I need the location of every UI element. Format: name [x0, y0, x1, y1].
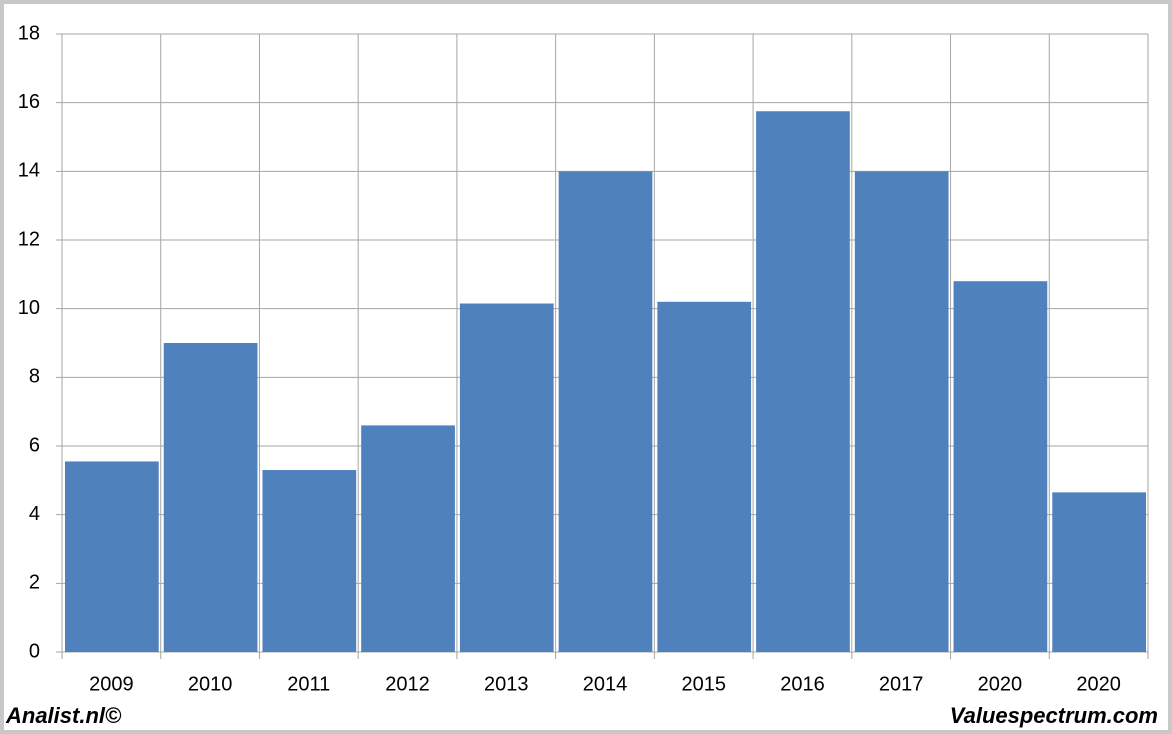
x-tick-label: 2020	[978, 673, 1023, 695]
bar	[953, 281, 1048, 652]
x-tick-label: 2014	[583, 673, 628, 695]
bar	[756, 111, 850, 652]
y-tick-label: 4	[29, 503, 40, 525]
y-tick-label: 0	[29, 640, 40, 662]
y-tick-label: 18	[18, 22, 40, 44]
y-tick-label: 2	[29, 572, 40, 594]
bar	[558, 171, 653, 653]
y-tick-label: 6	[29, 434, 40, 456]
bar	[361, 425, 455, 652]
bar	[1052, 492, 1146, 652]
bar	[854, 171, 949, 653]
footer-left: Analist.nl©	[5, 703, 122, 728]
x-tick-label: 2016	[780, 673, 825, 695]
bar	[657, 301, 752, 652]
y-tick-label: 14	[18, 160, 40, 182]
y-tick-label: 12	[18, 228, 40, 250]
bar	[65, 461, 159, 652]
bar	[163, 343, 258, 652]
x-tick-label: 2012	[385, 673, 430, 695]
x-tick-label: 2009	[89, 673, 134, 695]
bar	[262, 470, 357, 652]
footer-right: Valuespectrum.com	[950, 703, 1158, 728]
y-tick-label: 10	[18, 297, 40, 319]
x-tick-label: 2020	[1076, 673, 1121, 695]
x-tick-label: 2015	[681, 673, 726, 695]
bar	[459, 303, 554, 652]
x-tick-label: 2013	[484, 673, 529, 695]
x-tick-label: 2017	[879, 673, 924, 695]
y-tick-label: 16	[18, 91, 40, 113]
x-tick-label: 2010	[188, 673, 233, 695]
y-tick-label: 8	[29, 366, 40, 388]
x-tick-label: 2011	[287, 673, 330, 695]
